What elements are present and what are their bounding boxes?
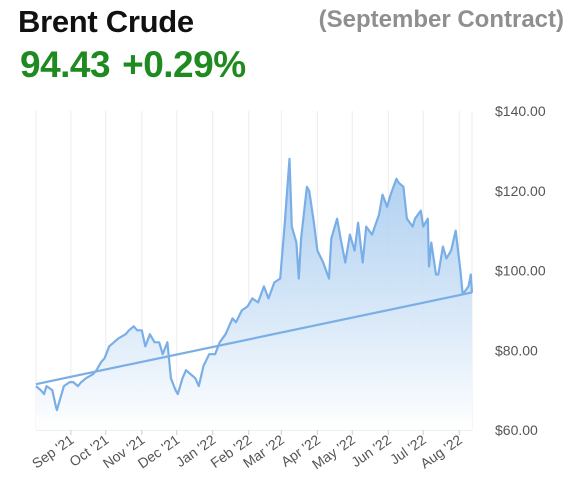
y-tick-label: $120.00 <box>495 183 546 199</box>
price-line <box>35 157 474 412</box>
price-row: 94.43 +0.29% <box>20 44 246 86</box>
page-title: Brent Crude <box>18 4 194 39</box>
x-tick-label: Aug '22 <box>417 431 465 471</box>
y-tick-label: $80.00 <box>495 342 538 358</box>
y-tick-label: $100.00 <box>495 263 546 279</box>
current-price: 94.43 <box>20 44 111 85</box>
area-layer <box>36 158 472 430</box>
y-axis: $60.00 $80.00 $100.00 $120.00 $140.00 <box>495 103 546 438</box>
contract-label: (September Contract) <box>318 6 564 33</box>
x-tick-label: Sep '21 <box>29 431 77 471</box>
x-tick-label: Jun '22 <box>348 431 394 470</box>
trend-line <box>35 291 473 386</box>
line-layer <box>35 157 474 412</box>
y-tick-label: $60.00 <box>495 422 538 438</box>
y-tick-label: $140.00 <box>495 103 546 119</box>
price-area <box>36 158 472 430</box>
price-change: +0.29% <box>122 44 246 85</box>
